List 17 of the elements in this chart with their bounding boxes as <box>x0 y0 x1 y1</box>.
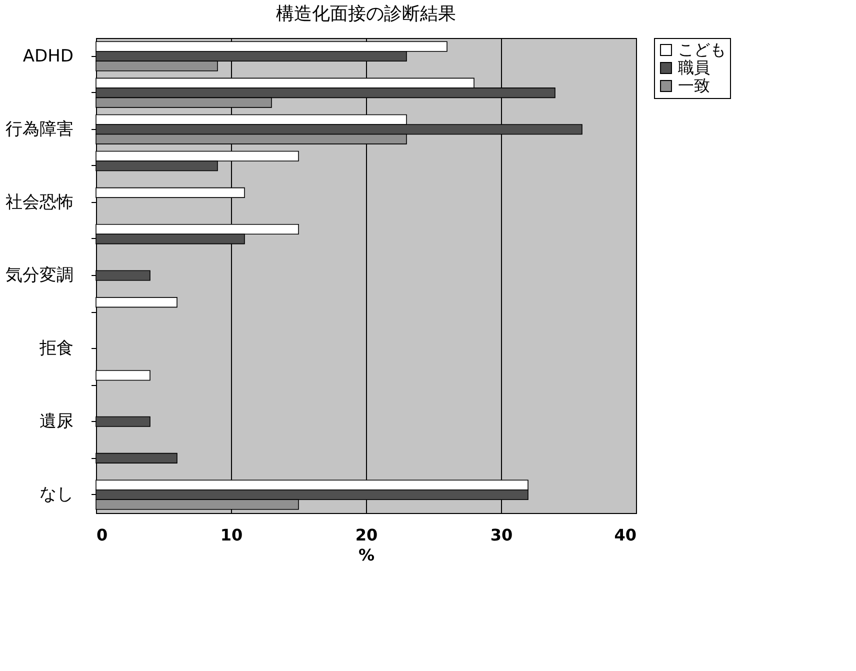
x-tick-label: 20 <box>355 526 378 544</box>
y-tick-label: 社会恐怖 <box>6 192 74 212</box>
legend-label: 一致 <box>678 76 710 95</box>
y-tick-label: 拒食 <box>38 338 74 359</box>
x-tick-label: 10 <box>220 526 243 544</box>
x-tick-label: 0 <box>96 526 108 544</box>
legend-label: 職員 <box>678 58 710 77</box>
x-tick-label: 40 <box>614 526 636 544</box>
y-tick-label: 気分変調 <box>6 266 74 286</box>
chart-title: 構造化面接の診断結果 <box>276 4 456 24</box>
x-axis-title: % <box>358 546 375 564</box>
x-tick-label: 30 <box>490 526 513 544</box>
y-tick-label: 遺尿 <box>40 412 74 432</box>
y-tick-label: 行為障害 <box>6 119 74 140</box>
legend-label: こども <box>678 40 726 59</box>
y-tick-label: なし <box>40 484 74 505</box>
y-tick-label: ADHD <box>22 46 74 66</box>
